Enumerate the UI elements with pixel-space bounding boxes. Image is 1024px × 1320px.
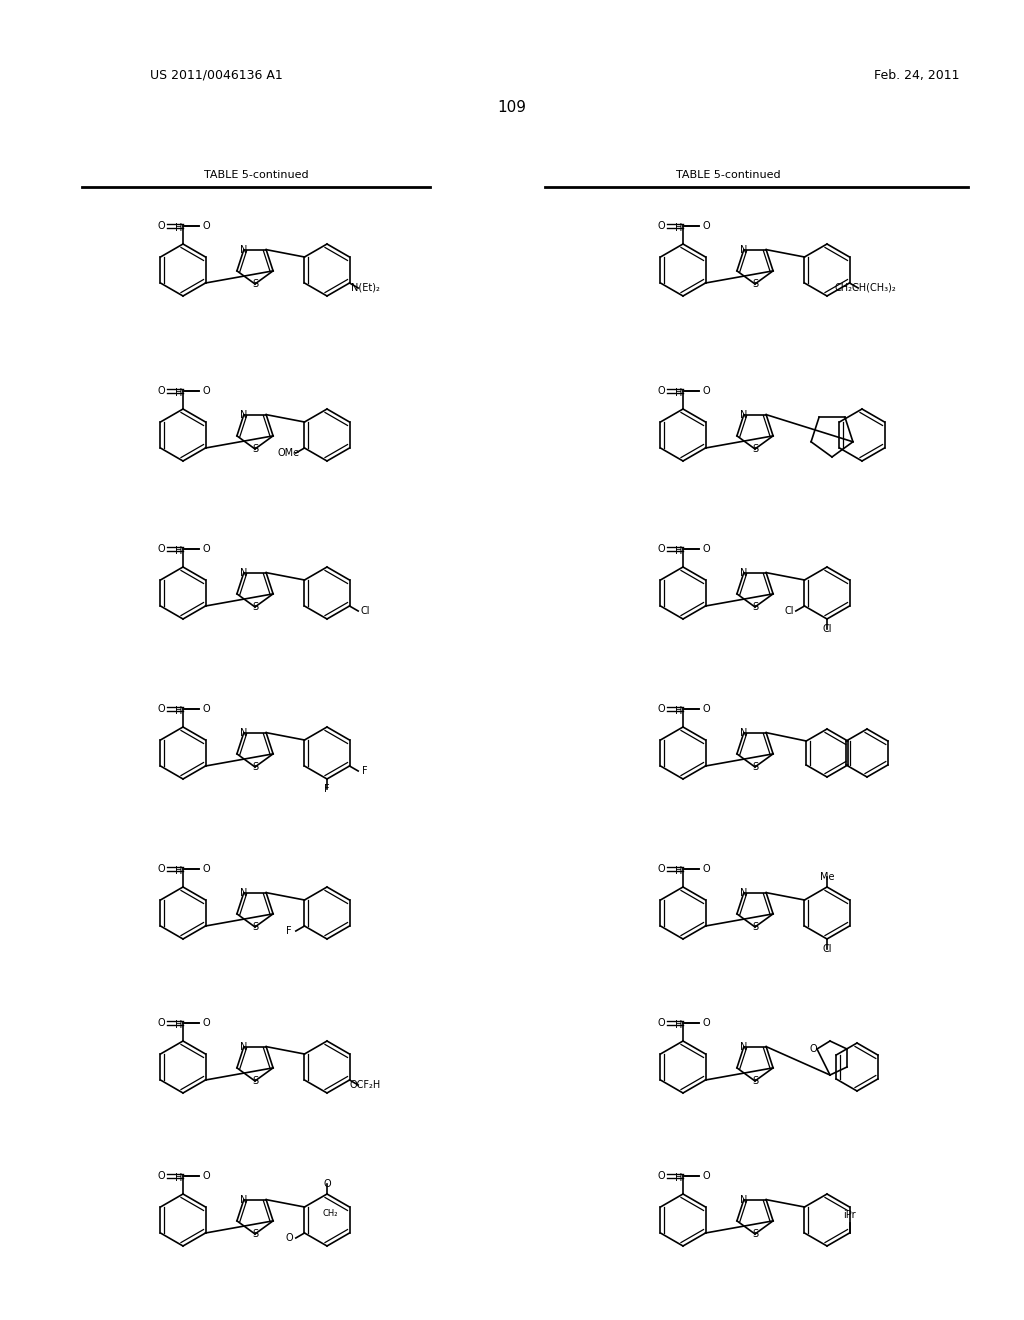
- Text: H: H: [175, 1020, 182, 1030]
- Text: N: N: [241, 1195, 248, 1205]
- Text: S: S: [752, 279, 758, 289]
- Text: H: H: [675, 706, 683, 715]
- Text: S: S: [752, 921, 758, 932]
- Text: S: S: [252, 602, 258, 612]
- Text: H: H: [175, 866, 182, 876]
- Text: S: S: [752, 762, 758, 772]
- Text: S: S: [752, 1076, 758, 1086]
- Text: O: O: [657, 385, 665, 396]
- Text: N: N: [740, 887, 748, 898]
- Text: H: H: [175, 706, 182, 715]
- Text: S: S: [752, 602, 758, 612]
- Text: O: O: [285, 1233, 293, 1243]
- Text: S: S: [752, 1229, 758, 1239]
- Text: S: S: [252, 279, 258, 289]
- Text: O: O: [158, 1018, 165, 1028]
- Text: F: F: [286, 927, 292, 936]
- Text: S: S: [252, 1229, 258, 1239]
- Text: O: O: [158, 865, 165, 874]
- Text: TABLE 5-continued: TABLE 5-continued: [204, 170, 308, 180]
- Text: N: N: [241, 727, 248, 738]
- Text: N: N: [740, 727, 748, 738]
- Text: O: O: [202, 704, 210, 714]
- Text: H: H: [675, 1173, 683, 1183]
- Text: N: N: [241, 244, 248, 255]
- Text: H: H: [675, 546, 683, 556]
- Text: O: O: [202, 544, 210, 554]
- Text: O: O: [702, 544, 710, 554]
- Text: N: N: [241, 409, 248, 420]
- Text: Cl: Cl: [784, 606, 794, 616]
- Text: O: O: [702, 704, 710, 714]
- Text: OMe: OMe: [278, 447, 300, 458]
- Text: S: S: [252, 1076, 258, 1086]
- Text: O: O: [158, 704, 165, 714]
- Text: N: N: [740, 1195, 748, 1205]
- Text: H: H: [175, 546, 182, 556]
- Text: S: S: [252, 762, 258, 772]
- Text: O: O: [202, 865, 210, 874]
- Text: O: O: [657, 220, 665, 231]
- Text: O: O: [657, 544, 665, 554]
- Text: N: N: [241, 1041, 248, 1052]
- Text: O: O: [202, 1018, 210, 1028]
- Text: N: N: [740, 1041, 748, 1052]
- Text: O: O: [657, 1171, 665, 1181]
- Text: iPr: iPr: [843, 1210, 856, 1220]
- Text: O: O: [202, 220, 210, 231]
- Text: O: O: [702, 220, 710, 231]
- Text: N: N: [740, 409, 748, 420]
- Text: N: N: [740, 568, 748, 578]
- Text: H: H: [675, 866, 683, 876]
- Text: O: O: [158, 1171, 165, 1181]
- Text: O: O: [657, 865, 665, 874]
- Text: O: O: [702, 1171, 710, 1181]
- Text: H: H: [675, 388, 683, 399]
- Text: O: O: [657, 1018, 665, 1028]
- Text: N: N: [241, 887, 248, 898]
- Text: F: F: [362, 766, 368, 776]
- Text: F: F: [325, 784, 330, 795]
- Text: Cl: Cl: [822, 624, 831, 634]
- Text: S: S: [252, 921, 258, 932]
- Text: H: H: [675, 1020, 683, 1030]
- Text: N: N: [740, 244, 748, 255]
- Text: O: O: [158, 385, 165, 396]
- Text: H: H: [175, 1173, 182, 1183]
- Text: N: N: [241, 568, 248, 578]
- Text: TABLE 5-continued: TABLE 5-continued: [676, 170, 780, 180]
- Text: O: O: [158, 220, 165, 231]
- Text: O: O: [202, 1171, 210, 1181]
- Text: Feb. 24, 2011: Feb. 24, 2011: [874, 69, 959, 82]
- Text: O: O: [324, 1179, 331, 1189]
- Text: N(Et)₂: N(Et)₂: [350, 282, 380, 293]
- Text: O: O: [702, 1018, 710, 1028]
- Text: Cl: Cl: [360, 606, 370, 616]
- Text: O: O: [657, 704, 665, 714]
- Text: O: O: [702, 385, 710, 396]
- Text: CH₂CH(CH₃)₂: CH₂CH(CH₃)₂: [835, 282, 896, 293]
- Text: US 2011/0046136 A1: US 2011/0046136 A1: [150, 69, 283, 82]
- Text: Me: Me: [820, 873, 835, 882]
- Text: CH₂: CH₂: [323, 1209, 339, 1218]
- Text: S: S: [752, 444, 758, 454]
- Text: S: S: [252, 444, 258, 454]
- Text: O: O: [809, 1044, 817, 1053]
- Text: H: H: [675, 223, 683, 234]
- Text: 109: 109: [498, 100, 526, 116]
- Text: Cl: Cl: [822, 944, 831, 954]
- Text: OCF₂H: OCF₂H: [349, 1080, 381, 1090]
- Text: O: O: [158, 544, 165, 554]
- Text: H: H: [175, 223, 182, 234]
- Text: O: O: [702, 865, 710, 874]
- Text: H: H: [175, 388, 182, 399]
- Text: O: O: [202, 385, 210, 396]
